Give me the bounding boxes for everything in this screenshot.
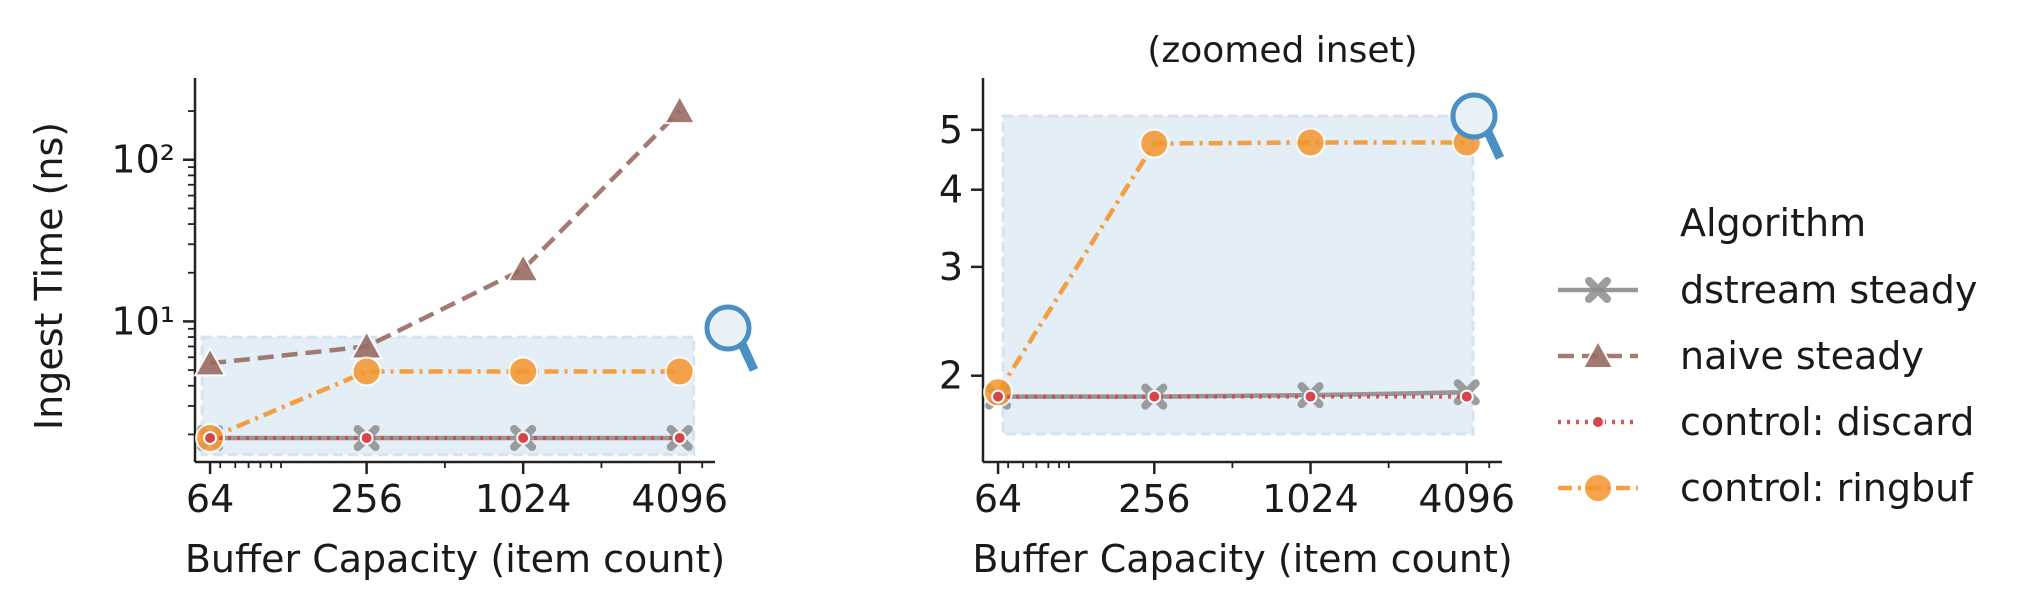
series-line <box>209 109 682 366</box>
x-tick-label: 64 <box>186 477 234 521</box>
x-tick-label: 4096 <box>1418 477 1515 521</box>
data-point <box>662 94 697 125</box>
data-point <box>203 431 218 446</box>
y-tick-label: 10¹ <box>111 299 175 343</box>
magnifier-icon <box>704 304 759 372</box>
series-naive-steady <box>193 94 697 377</box>
x-axis-label: Buffer Capacity (item count) <box>972 537 1512 581</box>
data-point <box>672 431 687 446</box>
x-tick-label: 1024 <box>475 477 572 521</box>
legend-label: dstream steady <box>1680 268 1977 312</box>
magnifier-icon <box>1450 92 1505 160</box>
data-point <box>193 346 227 377</box>
x-tick-label: 4096 <box>631 477 728 521</box>
magnifier-handle <box>1483 130 1505 160</box>
series-control-ringbuf <box>983 127 1482 408</box>
legend-entry: naive steady <box>1558 334 1924 378</box>
legend-entry: control: ringbuf <box>1558 466 1974 510</box>
data-point <box>516 431 531 446</box>
legend-marker <box>1581 338 1615 369</box>
chart-title: (zoomed inset) <box>1147 30 1417 71</box>
y-tick-label: 3 <box>939 245 963 289</box>
data-point <box>664 356 695 387</box>
legend-marker <box>1591 415 1605 429</box>
y-tick-label: 4 <box>939 168 963 212</box>
right-panel: 64 256 1024 4096 2 3 4 5 Buffer Capacity (item c… <box>939 30 1515 581</box>
data-point <box>506 252 540 283</box>
series-control-ringbuf <box>195 356 695 454</box>
series-control-discard <box>991 389 1474 404</box>
left-panel: 64 256 1024 4096 10¹ 10² Buffer Capacity (item… <box>27 78 759 581</box>
x-tick-label: 256 <box>1118 477 1191 521</box>
magnifier-lens <box>704 304 752 352</box>
series-control-discard <box>203 431 687 446</box>
data-point <box>508 356 539 387</box>
series-line <box>996 140 1467 394</box>
x-axis-label: Buffer Capacity (item count) <box>185 537 725 581</box>
data-point <box>1459 389 1474 404</box>
data-point <box>351 356 382 387</box>
x-tick-label: 256 <box>330 477 403 521</box>
zoom-region <box>1001 114 1475 436</box>
magnifier-lens <box>1450 92 1498 140</box>
legend-entry: dstream steady <box>1558 268 1977 312</box>
legend-label: control: ringbuf <box>1680 466 1974 510</box>
x-tick-label: 1024 <box>1262 477 1359 521</box>
legend-marker <box>1583 473 1613 503</box>
data-point <box>1139 128 1170 159</box>
legend-entry: control: discard <box>1558 400 1974 444</box>
data-point <box>991 389 1006 404</box>
x-tick-label: 64 <box>974 477 1022 521</box>
magnifier-handle <box>737 342 759 372</box>
legend-label: control: discard <box>1680 400 1974 444</box>
data-point <box>359 431 374 446</box>
data-point <box>1303 389 1318 404</box>
legend-marker <box>1585 277 1611 303</box>
data-point <box>1295 127 1326 158</box>
y-axis-label: Ingest Time (ns) <box>27 122 71 430</box>
y-tick-label: 2 <box>939 354 963 398</box>
legend-title: Algorithm <box>1680 201 1866 245</box>
y-tick-label: 5 <box>939 108 963 152</box>
y-tick-label: 10² <box>111 138 175 182</box>
legend-label: naive steady <box>1680 334 1924 378</box>
legend: Algorithm dstream steady naive steady contr… <box>1558 201 1977 510</box>
data-point <box>1147 389 1162 404</box>
